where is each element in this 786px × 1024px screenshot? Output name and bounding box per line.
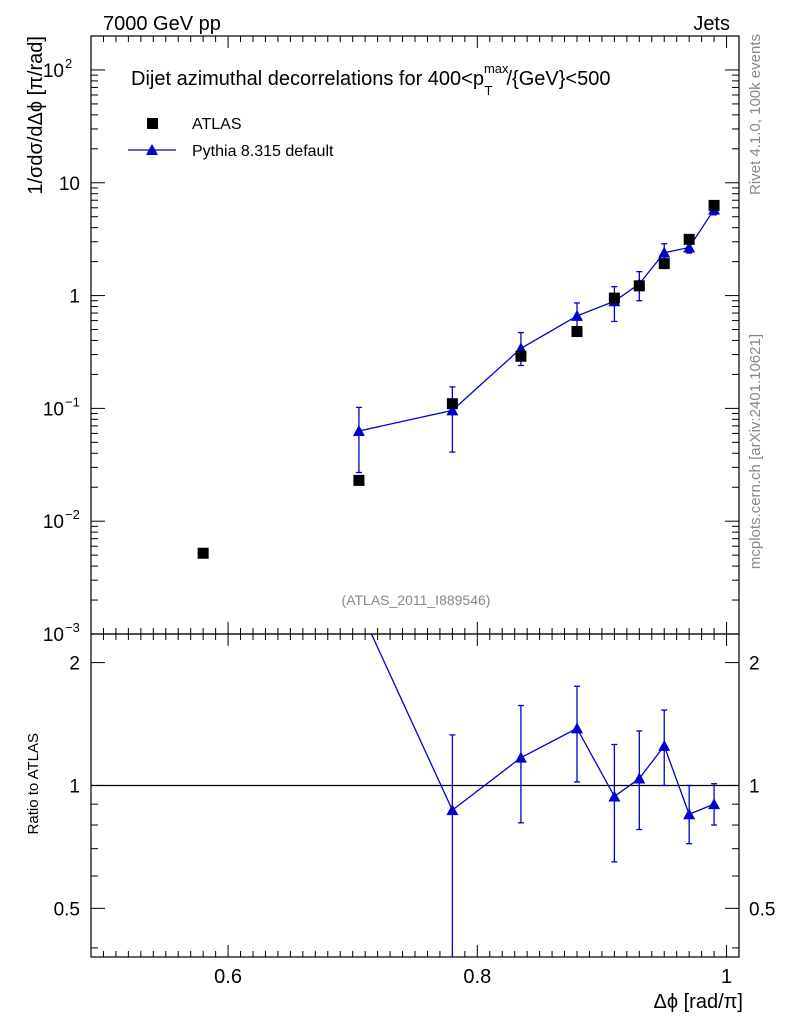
pythia-point <box>352 425 365 437</box>
ratio-y-tick-label-right: 0.5 <box>749 899 775 920</box>
x-tick-label: 0.6 <box>214 966 242 988</box>
ratio-y-tick-label-right: 1 <box>749 776 760 797</box>
ratio-point <box>633 772 646 784</box>
pythia-point <box>446 404 459 416</box>
atlas-point <box>515 350 527 362</box>
atlas-series <box>197 199 720 559</box>
ratio-y-tick-label: 2 <box>69 654 80 675</box>
y-axis-label: 1/σdσ/dΔϕ [π/rad] <box>25 36 47 195</box>
y-tick-label: 10 <box>43 61 64 82</box>
ratio-y-tick-label: 0.5 <box>54 899 80 920</box>
y-tick-label: 10 <box>59 174 80 195</box>
ratio-line <box>370 634 715 816</box>
ratio-y-tick-label: 1 <box>69 776 80 797</box>
pythia-point <box>658 246 671 258</box>
legend-pythia-marker <box>146 144 158 155</box>
ratio-series <box>370 634 721 957</box>
legend-atlas-label: ATLAS <box>192 116 242 133</box>
atlas-point <box>197 547 209 559</box>
y-tick-exponent: −2 <box>65 507 80 522</box>
chart-title-sup: max <box>484 61 509 76</box>
ratio-y-tick-label-right: 2 <box>749 654 760 675</box>
y-tick-exponent: 2 <box>65 56 72 71</box>
atlas-point <box>708 199 720 211</box>
y-tick-label: 10 <box>43 512 64 533</box>
ratio-clipped <box>370 634 721 957</box>
chart-title-main: Dijet azimuthal decorrelations for 400<p <box>131 68 484 90</box>
pythia-series <box>352 203 721 474</box>
chart-title-sub: T <box>485 83 493 98</box>
pythia-point <box>571 309 583 321</box>
y-tick-label: 10 <box>43 625 64 646</box>
mcplots-label: mcplots.cern.ch [arXiv:2401.10621] <box>747 334 764 569</box>
legend: ATLAS Pythia 8.315 default <box>128 116 334 160</box>
atlas-point <box>353 474 365 486</box>
y-tick-label: 10 <box>43 399 64 420</box>
ratio-point <box>608 790 621 802</box>
atlas-point <box>446 398 458 410</box>
analysis-label: (ATLAS_2011_I889546) <box>342 592 491 608</box>
y-tick-label: 1 <box>69 287 80 308</box>
ratio-point <box>446 804 459 816</box>
ratio-point <box>683 808 696 820</box>
header-right: Jets <box>693 13 730 35</box>
ratio-y-axis-label: Ratio to ATLAS <box>25 733 42 834</box>
pythia-point <box>683 241 696 253</box>
ratio-panel-frame <box>90 633 740 958</box>
ratio-point <box>514 751 527 763</box>
atlas-point <box>633 280 645 292</box>
chart-title: Dijet azimuthal decorrelations for 400<p… <box>131 61 610 98</box>
legend-atlas-marker <box>147 118 158 129</box>
atlas-point <box>683 233 695 245</box>
ratio-point <box>658 739 671 751</box>
pythia-line <box>358 209 715 432</box>
x-tick-label: 1 <box>721 966 732 988</box>
ratio-point <box>708 798 721 810</box>
pythia-point <box>514 342 527 354</box>
header-left: 7000 GeV pp <box>103 13 221 35</box>
rivet-label: Rivet 4.1.0, 100k events <box>747 34 764 195</box>
atlas-point <box>658 258 670 270</box>
legend-pythia-label: Pythia 8.315 default <box>192 143 334 160</box>
atlas-point <box>571 326 583 338</box>
main-panel-frame <box>90 35 740 635</box>
y-tick-exponent: −1 <box>65 394 80 409</box>
chart-title-end: /{GeV}<500 <box>506 68 610 90</box>
ratio-point <box>571 722 583 734</box>
atlas-point <box>608 292 620 304</box>
x-axis-label: Δϕ [rad/π] <box>654 991 744 1013</box>
y-tick-exponent: −3 <box>65 620 80 635</box>
x-tick-label: 0.8 <box>463 966 491 988</box>
